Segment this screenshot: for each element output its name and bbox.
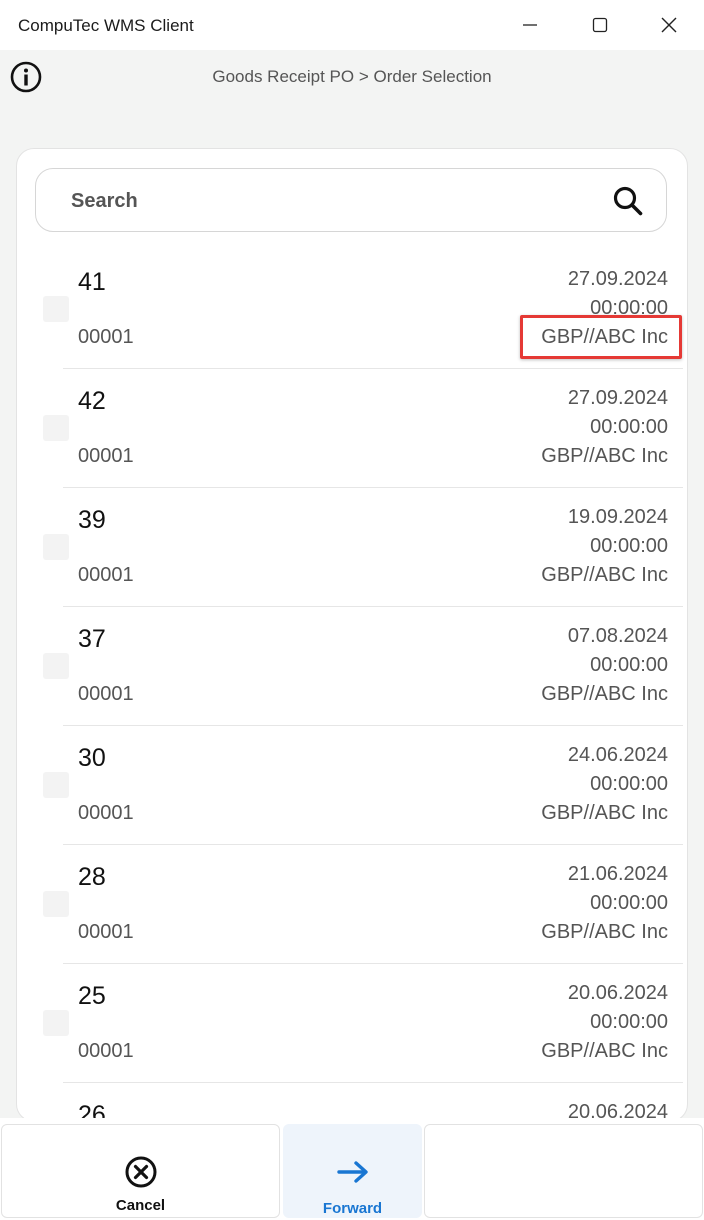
row-checkbox[interactable] [43,653,69,679]
order-vendor: GBP//ABC Inc [541,683,668,705]
row-checkbox[interactable] [43,534,69,560]
empty-toolbar-slot [424,1124,703,1218]
window-titlebar: CompuTec WMS Client [0,0,704,50]
order-time: 00:00:00 [590,892,668,914]
order-code: 00001 [78,1040,134,1062]
arrow-right-icon [336,1161,368,1183]
order-vendor: GBP//ABC Inc [541,921,668,943]
order-date: 20.06.2024 [567,1101,668,1122]
search-icon [613,186,643,216]
order-number: 30 [78,744,106,772]
row-divider [63,1082,683,1083]
info-icon [10,61,42,93]
order-row[interactable]: 30 00001 24.06.2024 00:00:00 GBP//ABC In… [17,726,687,845]
order-number: 26 [78,1101,106,1122]
order-selection-card: 41 00001 27.09.2024 00:00:00 GBP//ABC In… [16,148,688,1122]
order-time: 00:00:00 [590,416,668,438]
bottom-toolbar: Cancel Forward [0,1118,704,1220]
order-vendor: GBP//ABC Inc [541,802,668,824]
close-icon [661,17,677,33]
order-time: 00:00:00 [590,535,668,557]
maximize-icon [592,17,608,33]
minimize-button[interactable] [495,0,565,50]
order-vendor: GBP//ABC Inc [541,564,668,586]
order-time: 00:00:00 [590,654,668,676]
search-input[interactable] [69,183,593,219]
order-code: 00001 [78,326,134,348]
breadcrumb: Goods Receipt PO > Order Selection [212,67,492,86]
window-title: CompuTec WMS Client [18,16,194,35]
order-date: 19.09.2024 [567,506,668,528]
cancel-button[interactable]: Cancel [1,1124,280,1218]
order-time: 00:00:00 [590,773,668,795]
search-box [35,168,667,232]
row-divider [63,844,683,845]
forward-label: Forward [322,1200,383,1217]
order-row[interactable]: 42 00001 27.09.2024 00:00:00 GBP//ABC In… [17,369,687,488]
row-divider [63,963,683,964]
order-date: 27.09.2024 [567,387,668,409]
cancel-icon [125,1156,156,1188]
order-row[interactable]: 41 00001 27.09.2024 00:00:00 GBP//ABC In… [17,250,687,369]
order-vendor: GBP//ABC Inc [541,445,668,467]
order-date: 07.08.2024 [567,625,668,647]
order-number: 42 [78,387,106,415]
order-code: 00001 [78,445,134,467]
order-date: 24.06.2024 [567,744,668,766]
row-checkbox[interactable] [43,296,69,322]
order-number: 39 [78,506,106,534]
order-list: 41 00001 27.09.2024 00:00:00 GBP//ABC In… [17,250,687,1122]
close-window-button[interactable] [634,0,704,50]
minimize-icon [523,24,537,26]
order-number: 28 [78,863,106,891]
order-date: 27.09.2024 [567,268,668,290]
row-checkbox[interactable] [43,1010,69,1036]
order-code: 00001 [78,921,134,943]
order-row[interactable]: 28 00001 21.06.2024 00:00:00 GBP//ABC In… [17,845,687,964]
order-number: 25 [78,982,106,1010]
row-checkbox[interactable] [43,415,69,441]
order-number: 37 [78,625,106,653]
order-time: 00:00:00 [590,1011,668,1033]
order-date: 21.06.2024 [567,863,668,885]
order-row[interactable]: 39 00001 19.09.2024 00:00:00 GBP//ABC In… [17,488,687,607]
row-divider [63,487,683,488]
row-checkbox[interactable] [43,772,69,798]
info-button[interactable] [10,61,42,93]
order-code: 00001 [78,802,134,824]
order-vendor: GBP//ABC Inc [541,1040,668,1062]
order-date: 20.06.2024 [567,982,668,1004]
order-row[interactable]: 26 00001 20.06.2024 00:00:00 GBP//ABC In… [17,1083,687,1122]
search-button[interactable] [612,185,644,217]
row-checkbox[interactable] [43,891,69,917]
page-header: Goods Receipt PO > Order Selection [0,50,704,110]
forward-button[interactable]: Forward [283,1124,422,1218]
order-row[interactable]: 25 00001 20.06.2024 00:00:00 GBP//ABC In… [17,964,687,1083]
order-number: 41 [78,268,106,296]
order-time: 00:00:00 [590,297,668,319]
order-vendor: GBP//ABC Inc [520,315,682,359]
order-code: 00001 [78,564,134,586]
order-code: 00001 [78,683,134,705]
order-row[interactable]: 37 00001 07.08.2024 00:00:00 GBP//ABC In… [17,607,687,726]
row-divider [63,725,683,726]
row-divider [63,606,683,607]
maximize-button[interactable] [565,0,635,50]
cancel-label: Cancel [115,1197,166,1214]
row-divider [63,368,683,369]
